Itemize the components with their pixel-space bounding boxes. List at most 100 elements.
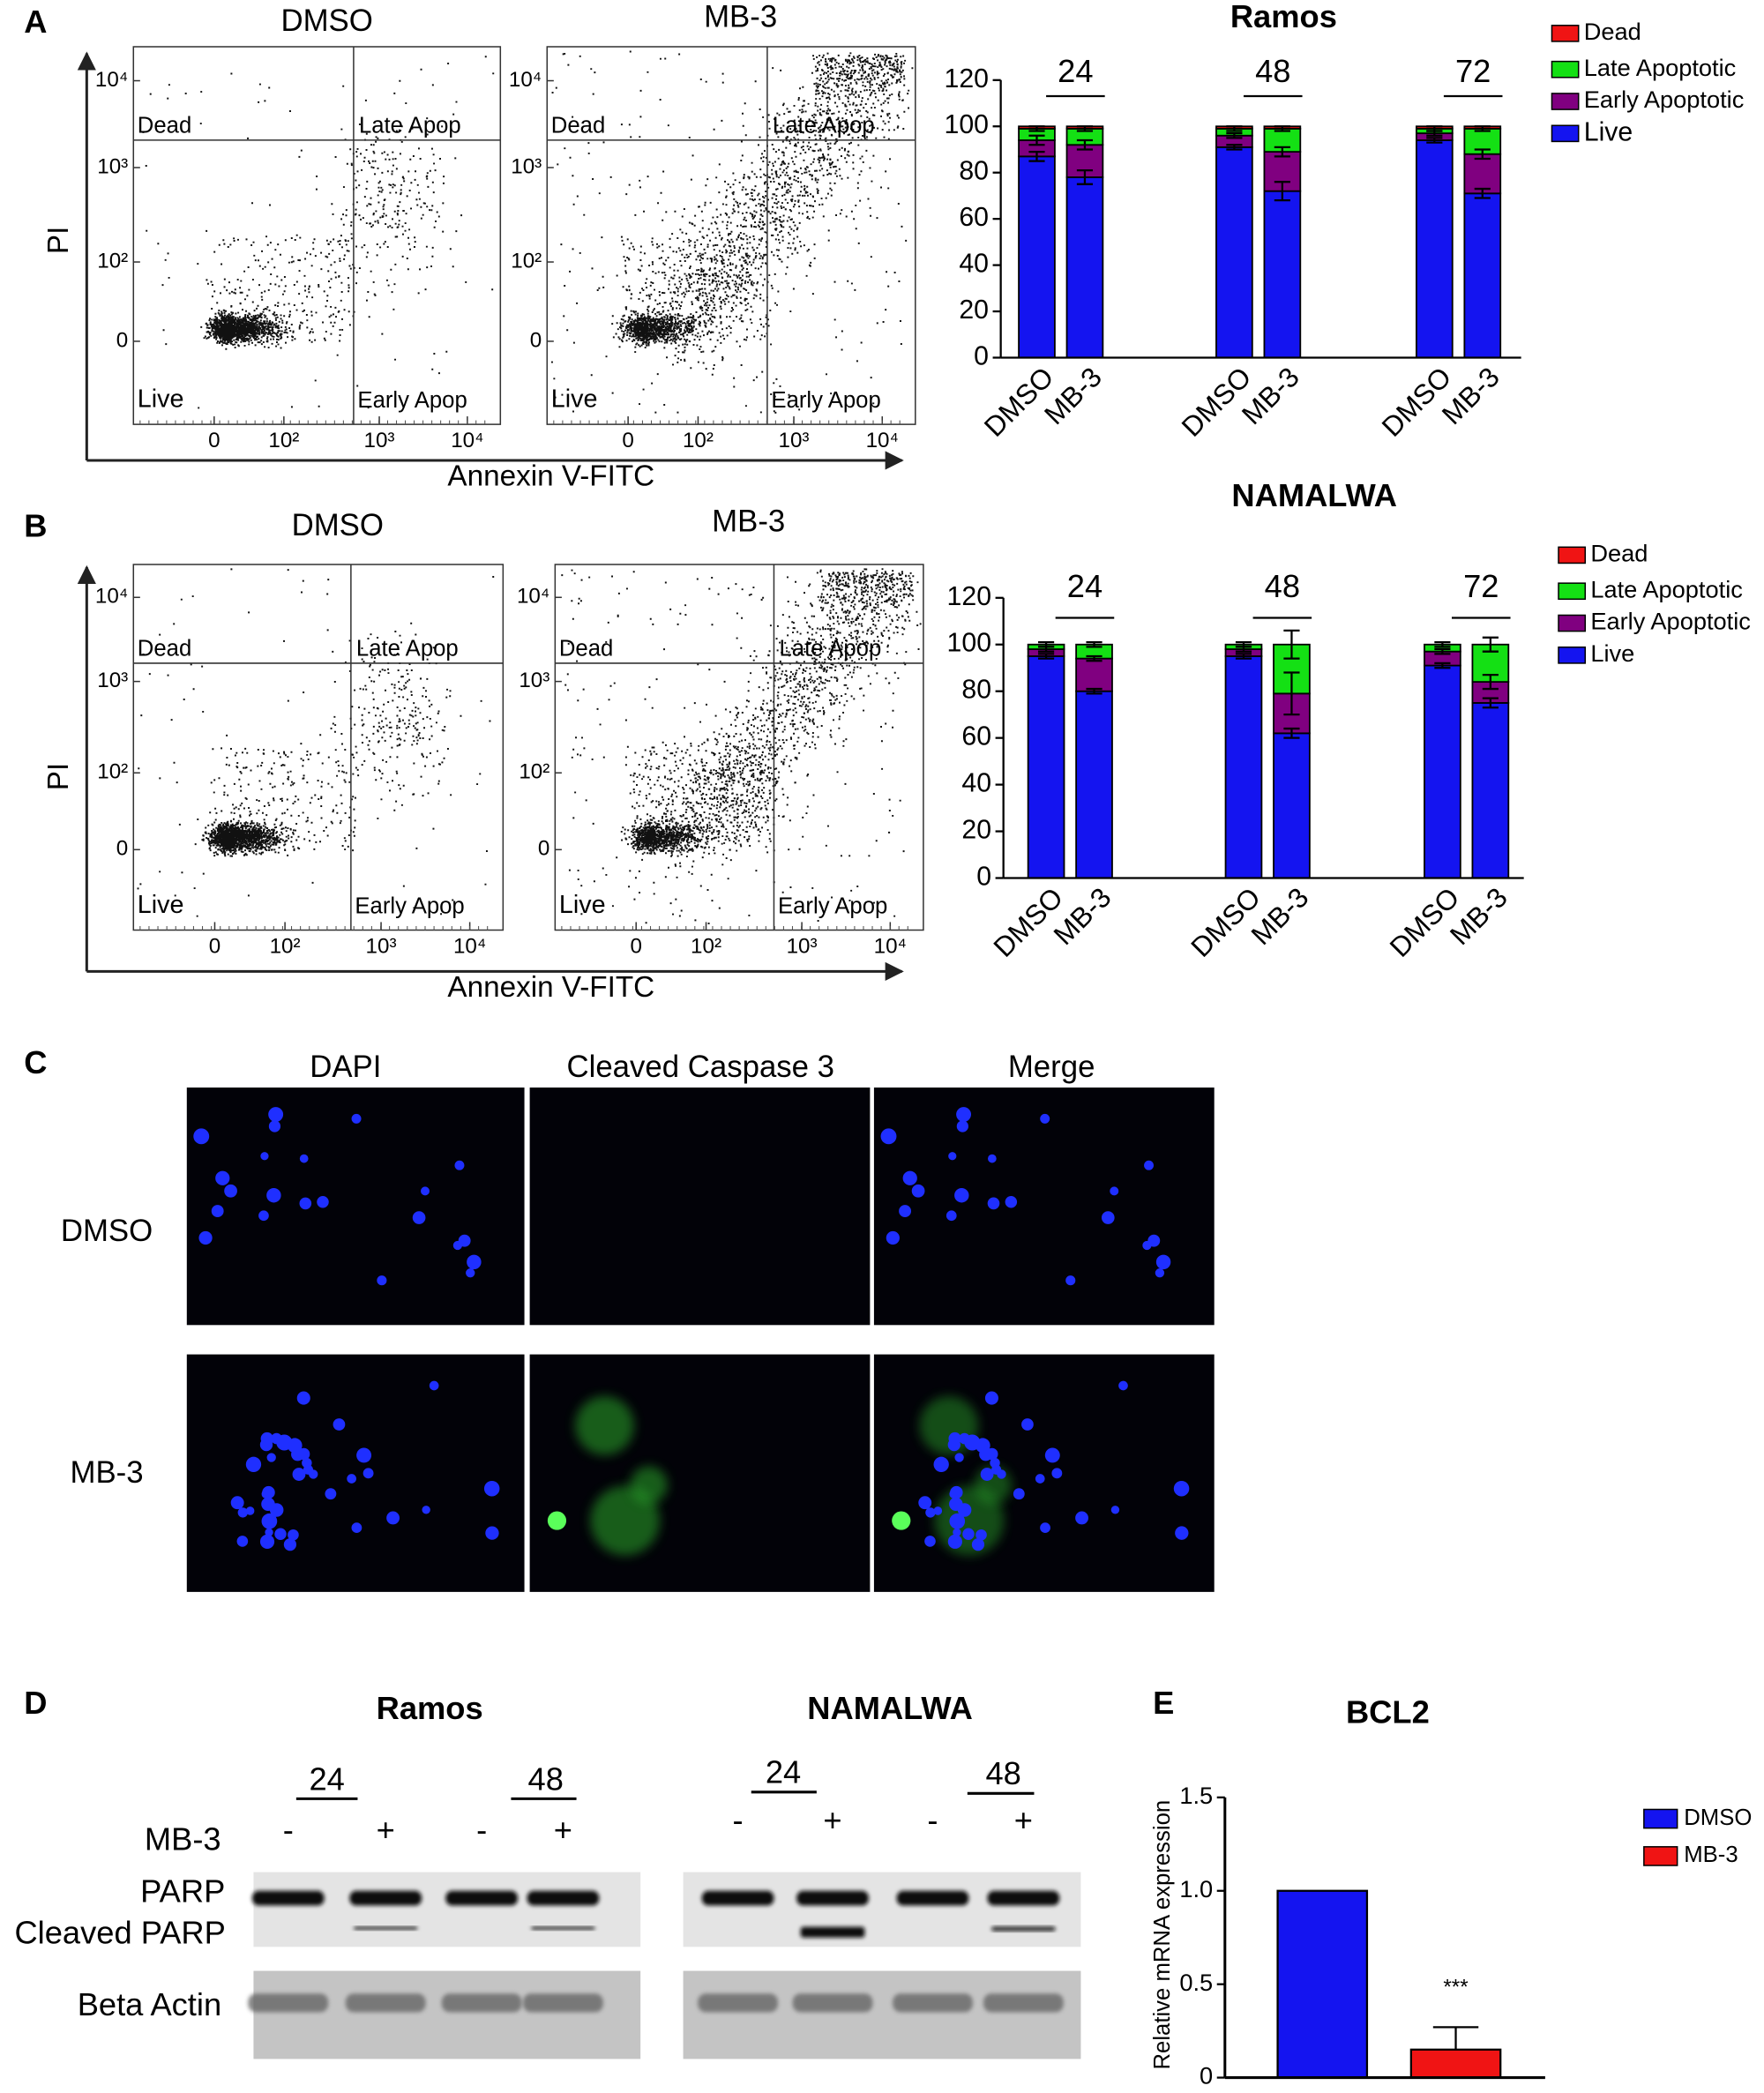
bar-segment xyxy=(1263,190,1302,359)
row-label: MB-3 xyxy=(145,1820,221,1857)
treatment-sign: + xyxy=(823,1802,841,1838)
error-bar xyxy=(1482,674,1499,691)
y-tick-label: 60 xyxy=(959,203,989,232)
y-axis-label: Relative mRNA expression xyxy=(1150,1800,1175,2070)
legend-label: MB-3 xyxy=(1684,1843,1738,1867)
error-bar xyxy=(1283,727,1300,739)
time-label: 24 xyxy=(309,1760,344,1797)
micrograph xyxy=(873,1354,1215,1592)
quadrant-label: Early Apop xyxy=(771,388,880,413)
error-bar xyxy=(1235,653,1252,660)
error-bar xyxy=(1086,654,1102,662)
quadrant-label: Early Apop xyxy=(357,388,467,413)
error-bar xyxy=(1028,134,1045,146)
caspase-signal xyxy=(547,1511,567,1530)
error-bar xyxy=(1432,2026,1479,2050)
parp-band xyxy=(701,1890,774,1906)
caspase-signal xyxy=(892,1511,911,1530)
x-tick-label: 10³ xyxy=(366,935,397,959)
quadrant-label: Dead xyxy=(559,637,613,662)
x-axis-label: Annexin V-FITC xyxy=(447,460,654,492)
blot xyxy=(253,1970,641,2059)
y-tick-label: 120 xyxy=(947,582,991,611)
treatment-sign: + xyxy=(1014,1802,1033,1838)
error-bar xyxy=(1482,697,1499,709)
blot xyxy=(253,1872,641,1947)
panel-label: B xyxy=(24,508,47,544)
plot-title: DMSO xyxy=(280,4,372,38)
time-label: 48 xyxy=(528,1760,564,1797)
panel-label: D xyxy=(24,1685,47,1721)
y-tick-label: 0.5 xyxy=(1179,1969,1213,1996)
x-tick-label: 0 xyxy=(209,935,220,959)
row-label: DMSO xyxy=(61,1215,153,1248)
legend-swatch xyxy=(1551,93,1580,110)
quadrant-label: Dead xyxy=(138,114,191,138)
group-label: 48 xyxy=(1265,568,1300,604)
x-tick-label: 0 xyxy=(630,935,641,959)
y-tick-label: 10⁴ xyxy=(95,585,128,609)
cleaved-parp-band xyxy=(800,1926,865,1938)
legend-swatch xyxy=(1551,60,1580,78)
y-tick-label: 0 xyxy=(530,328,542,352)
bar-segment xyxy=(1075,657,1113,692)
quadrant-label: Dead xyxy=(551,114,605,138)
plot-frame xyxy=(546,46,916,425)
y-tick-label: 10³ xyxy=(97,154,128,178)
treatment-sign: + xyxy=(377,1812,395,1848)
bar-segment xyxy=(1463,192,1502,359)
error-bar xyxy=(1038,640,1055,648)
error-bar xyxy=(1434,662,1451,669)
y-tick-label: 20 xyxy=(959,295,989,325)
actin-band xyxy=(523,1993,603,2013)
quadrant-label: Early Apop xyxy=(355,894,464,919)
error-bar xyxy=(1226,125,1243,132)
bar-segment xyxy=(1065,176,1104,359)
error-bar xyxy=(1226,131,1243,139)
x-tick-label: 10² xyxy=(268,429,299,452)
time-label: 48 xyxy=(985,1755,1020,1791)
actin-band xyxy=(792,1993,873,2013)
treatment-sign: - xyxy=(283,1812,294,1848)
plot-title: MB-3 xyxy=(704,0,777,34)
quadrant-label: Late Apop xyxy=(773,114,875,138)
x-tick-label: 10⁴ xyxy=(874,935,907,959)
legend-label: DMSO xyxy=(1684,1805,1752,1830)
error-bar xyxy=(1482,636,1499,653)
y-tick-label: 100 xyxy=(945,110,989,139)
cleaved-parp-band xyxy=(531,1926,595,1930)
panel-label: E xyxy=(1153,1685,1174,1721)
error-bar xyxy=(1426,137,1443,144)
x-tick-label: 10⁴ xyxy=(866,429,899,452)
blot-title: NAMALWA xyxy=(807,1690,973,1726)
y-tick-label: 60 xyxy=(961,722,991,751)
quadrant-label: Live xyxy=(138,385,184,413)
chart-title: BCL2 xyxy=(1346,1694,1430,1730)
quadrant-label: Live xyxy=(559,891,606,919)
bar-segment xyxy=(1215,146,1253,359)
treatment-sign: - xyxy=(733,1802,744,1838)
treatment-sign: + xyxy=(554,1812,572,1848)
y-tick-label: 10³ xyxy=(519,669,549,692)
bar-segment xyxy=(1075,690,1113,879)
legend-swatch xyxy=(1558,546,1587,564)
y-tick-label: 0 xyxy=(116,328,128,352)
legend-label: Dead xyxy=(1590,540,1648,567)
time-label: 24 xyxy=(766,1754,801,1790)
plot-frame xyxy=(132,564,505,931)
y-tick-label: 10⁴ xyxy=(517,585,549,609)
group-label: 48 xyxy=(1255,53,1290,89)
y-axis-label: PI xyxy=(42,763,75,790)
parp-band xyxy=(349,1890,422,1906)
y-tick-label: 80 xyxy=(959,157,989,186)
error-bar xyxy=(1274,181,1290,202)
y-tick-label: 0 xyxy=(976,862,991,891)
plot-title: MB-3 xyxy=(712,505,785,538)
x-tick-label: 10² xyxy=(691,935,721,959)
y-tick-label: 10² xyxy=(97,249,128,273)
error-bar xyxy=(1426,125,1443,132)
error-bar xyxy=(1434,647,1451,655)
x-tick-label: 10³ xyxy=(779,429,810,452)
flow-dots xyxy=(137,568,495,917)
